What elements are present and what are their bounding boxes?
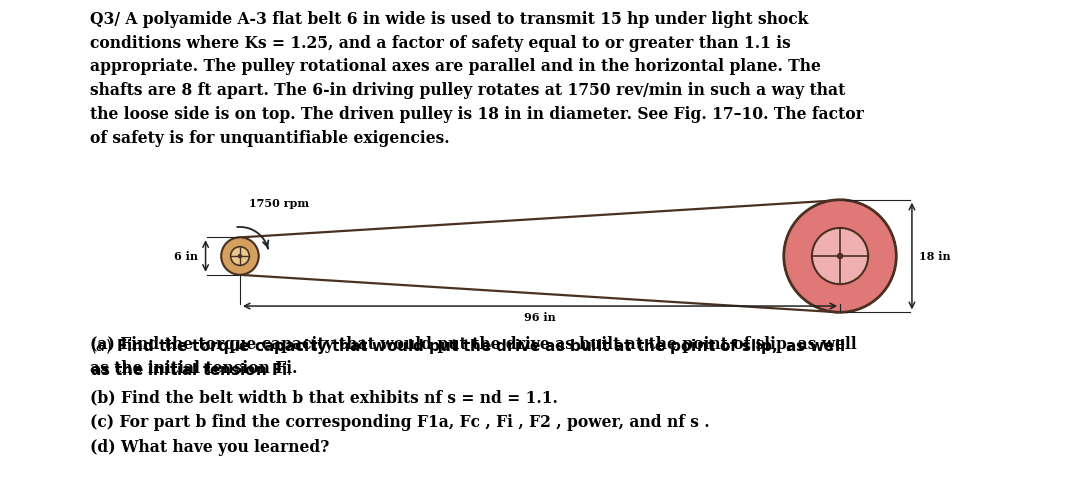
Text: (a) Find the torque capacity that would put the drive as built at the point of s: (a) Find the torque capacity that would … — [90, 336, 856, 353]
Text: 18 in: 18 in — [919, 250, 951, 262]
Text: (d) What have you learned?: (d) What have you learned? — [90, 439, 329, 456]
Text: (c) For part b find the corresponding F1a, Fc , Fi , F2 , power, and nf s .: (c) For part b find the corresponding F1… — [90, 414, 710, 431]
Circle shape — [221, 237, 259, 275]
Text: Q3/ A polyamide A-3 flat belt 6 in wide is used to transmit 15 hp under light sh: Q3/ A polyamide A-3 flat belt 6 in wide … — [90, 11, 864, 147]
Circle shape — [838, 253, 842, 258]
Text: $\it{(a)}$ $\bf{Find\ the\ torque\ capacity\ that\ would\ put\ the\ drive\ as\ b: $\it{(a)}$ $\bf{Find\ the\ torque\ capac… — [90, 337, 845, 356]
Circle shape — [231, 246, 249, 265]
Circle shape — [812, 228, 868, 284]
Text: 96 in: 96 in — [524, 312, 556, 323]
Text: as the initial tension Fi.: as the initial tension Fi. — [90, 360, 297, 377]
Circle shape — [784, 200, 896, 312]
Text: 6 in: 6 in — [174, 250, 198, 262]
Text: (b) Find the belt width b that exhibits nf s = nd = 1.1.: (b) Find the belt width b that exhibits … — [90, 390, 557, 407]
Text: $\bf{as\ the\ initial\ tension}$ $\it{\bf{Fi}}$.: $\bf{as\ the\ initial\ tension}$ $\it{\b… — [90, 362, 292, 378]
Circle shape — [239, 254, 242, 258]
Text: 1750 rpm: 1750 rpm — [249, 198, 310, 209]
